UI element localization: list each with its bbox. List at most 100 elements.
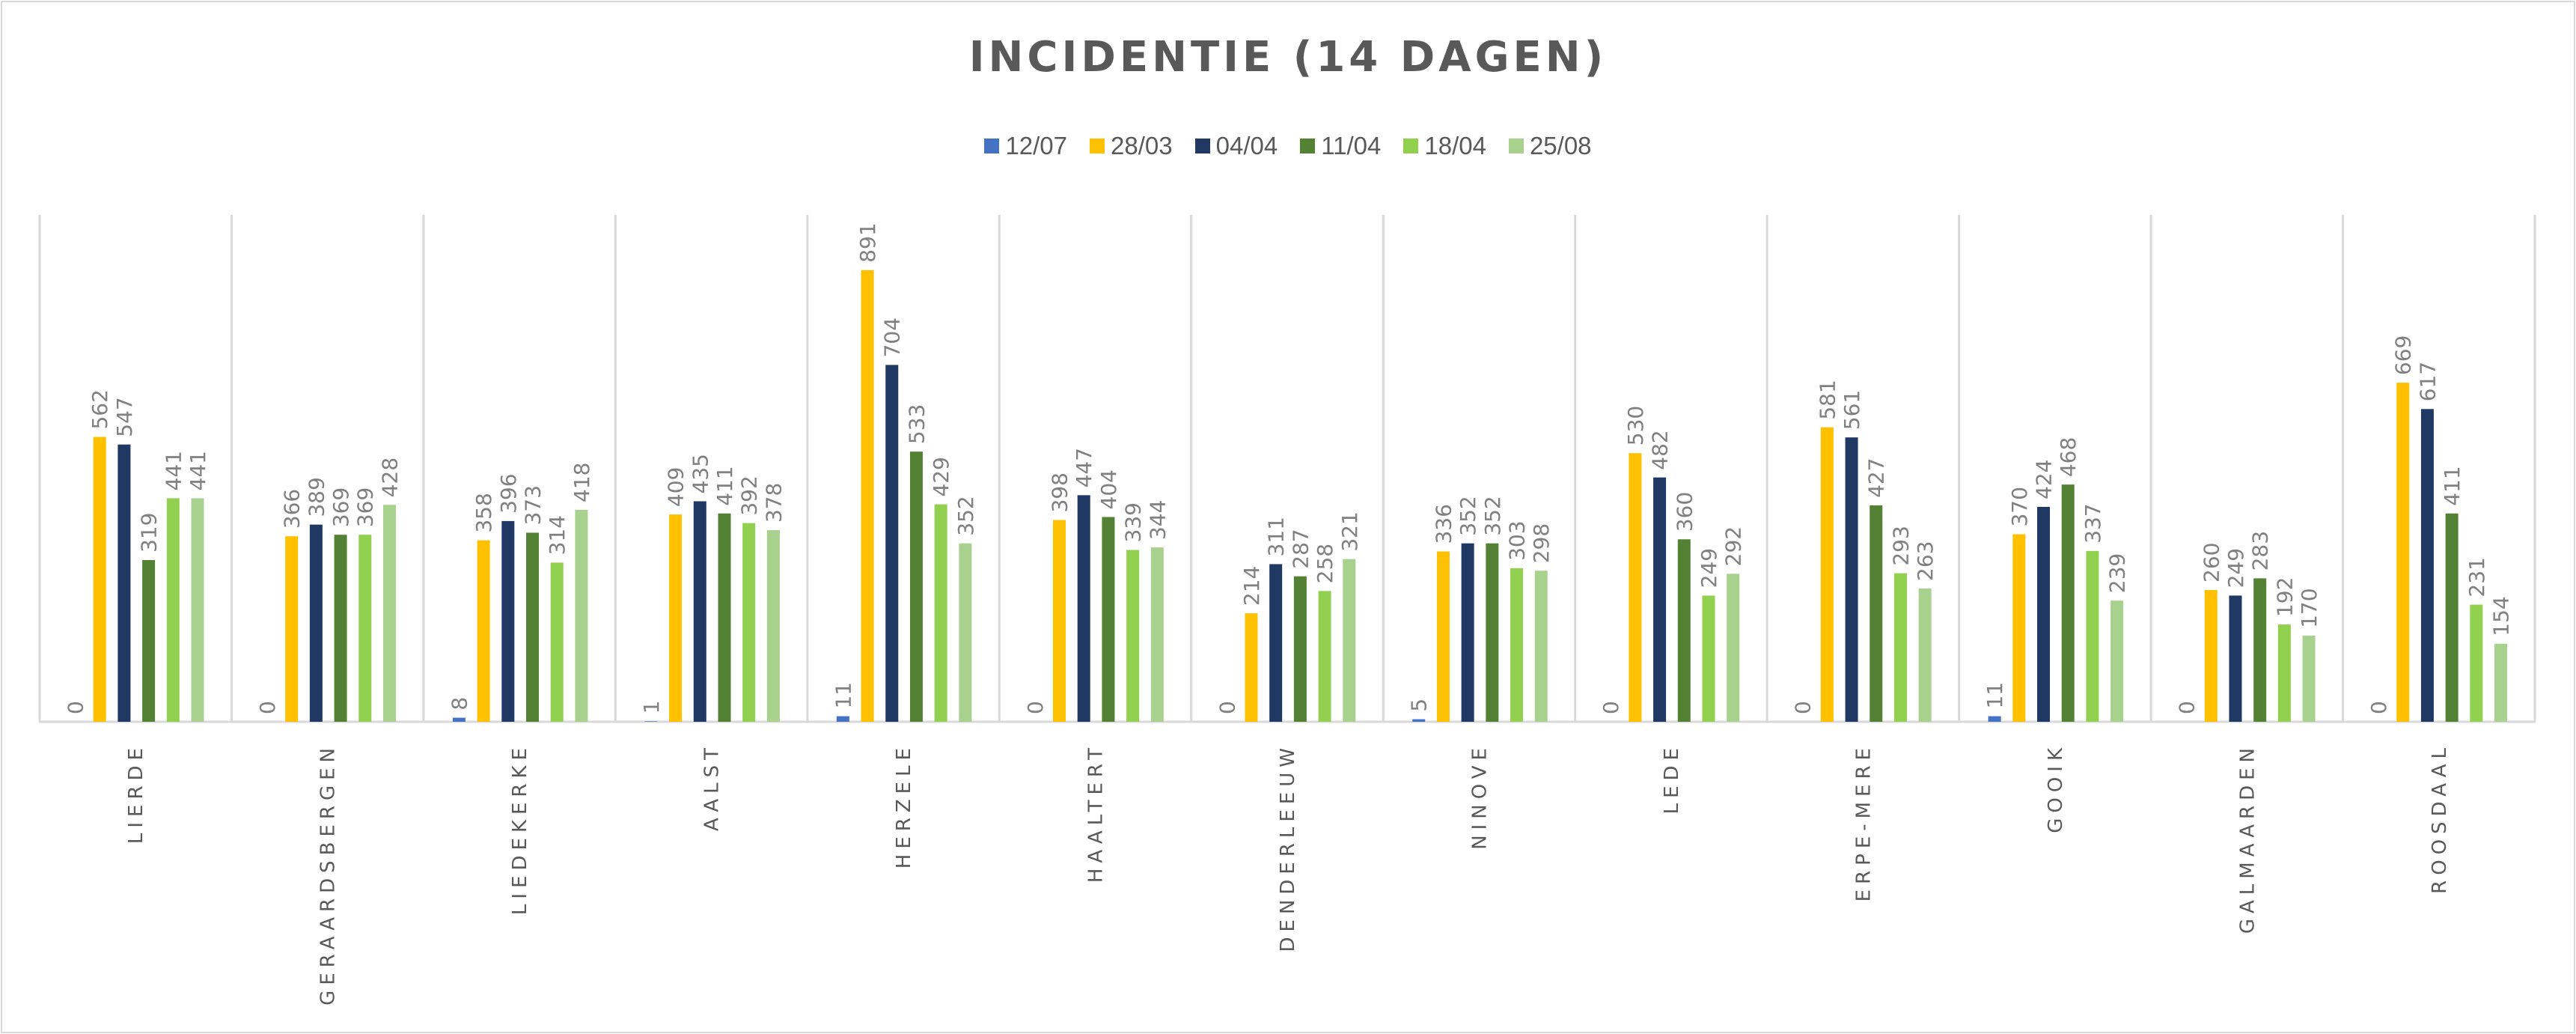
data-label-8-2: 482 <box>1648 430 1673 469</box>
data-label-6-3: 287 <box>1288 529 1313 568</box>
bar-4-0 <box>836 716 849 722</box>
bar-4-3 <box>909 451 923 722</box>
data-label-12-2: 617 <box>2415 362 2440 401</box>
data-label-9-3: 427 <box>1864 457 1889 497</box>
bar-0-4 <box>166 498 180 722</box>
data-label-11-5: 170 <box>2297 588 2322 627</box>
data-label-5-4: 339 <box>1121 502 1146 542</box>
bar-4-2 <box>885 365 899 722</box>
data-label-7-5: 298 <box>1529 523 1554 563</box>
data-label-11-0: 0 <box>2175 701 2200 714</box>
data-label-12-1: 669 <box>2391 335 2416 375</box>
bar-7-1 <box>1436 551 1450 722</box>
legend-swatch-1 <box>1090 139 1105 153</box>
data-label-9-1: 581 <box>1815 380 1840 419</box>
bar-1-1 <box>285 536 299 722</box>
bar-0-5 <box>191 498 204 722</box>
legend-label-2: 04/04 <box>1215 132 1278 159</box>
bar-1-5 <box>382 505 396 722</box>
data-label-0-5: 441 <box>186 451 210 490</box>
data-label-0-2: 547 <box>112 397 137 437</box>
data-label-7-3: 352 <box>1480 496 1505 535</box>
legend-label-1: 28/03 <box>1111 132 1173 159</box>
data-label-2-5: 418 <box>570 463 594 502</box>
data-label-6-2: 311 <box>1264 517 1289 556</box>
data-label-5-5: 344 <box>1145 500 1170 540</box>
data-label-4-4: 429 <box>929 457 953 496</box>
data-label-2-4: 314 <box>545 515 570 555</box>
data-label-6-0: 0 <box>1215 701 1239 714</box>
bar-11-1 <box>2204 589 2218 722</box>
chart-title: INCIDENTIE (14 DAGEN) <box>968 33 1608 82</box>
category-label-3: AALST <box>701 743 724 831</box>
bar-1-3 <box>334 535 347 722</box>
legend-swatch-4 <box>1403 139 1419 153</box>
bar-12-2 <box>2420 409 2434 722</box>
legend-item-2[interactable]: 04/04 <box>1194 132 1278 160</box>
legend-item-5[interactable]: 25/08 <box>1508 132 1592 160</box>
bar-6-3 <box>1293 576 1307 722</box>
data-label-9-0: 0 <box>1791 701 1816 714</box>
category-label-6: DENDERLEEUW <box>1277 743 1299 952</box>
category-label-4: HERZELE <box>893 743 915 869</box>
bar-8-2 <box>1653 477 1667 722</box>
bar-7-0 <box>1412 719 1426 722</box>
data-label-3-1: 409 <box>664 467 689 507</box>
data-label-6-1: 214 <box>1239 566 1264 606</box>
data-label-1-5: 428 <box>377 457 402 497</box>
data-label-10-4: 337 <box>2081 503 2105 543</box>
category-label-2: LIEDEKERKE <box>509 743 531 915</box>
data-label-2-2: 396 <box>496 473 521 513</box>
bar-9-1 <box>1820 427 1834 722</box>
bar-2-4 <box>550 562 564 722</box>
data-label-4-0: 11 <box>831 682 855 709</box>
data-label-9-4: 293 <box>1888 526 1913 565</box>
data-label-0-4: 441 <box>161 451 186 490</box>
data-label-7-2: 352 <box>1456 496 1480 535</box>
bar-4-4 <box>934 504 947 722</box>
bar-9-5 <box>1918 588 1932 722</box>
bar-6-2 <box>1269 564 1283 722</box>
bar-1-4 <box>358 535 372 722</box>
category-label-5: HAALTERT <box>1085 743 1108 883</box>
legend-item-3[interactable]: 11/04 <box>1300 132 1381 160</box>
data-label-3-3: 411 <box>712 466 737 505</box>
legend: 12/07 28/03 04/04 11/04 18/04 25/08 <box>0 132 2576 160</box>
data-label-7-1: 336 <box>1431 504 1456 544</box>
bar-5-2 <box>1077 495 1090 722</box>
bar-7-4 <box>1510 568 1524 722</box>
bar-5-5 <box>1150 547 1164 722</box>
legend-item-4[interactable]: 18/04 <box>1403 132 1486 160</box>
data-label-0-1: 562 <box>88 389 112 429</box>
legend-label-4: 18/04 <box>1424 132 1486 159</box>
data-label-3-0: 1 <box>639 700 664 714</box>
category-label-9: ERPE-MERE <box>1852 743 1875 901</box>
bar-11-2 <box>2229 595 2242 722</box>
bar-7-2 <box>1461 543 1474 722</box>
legend-item-0[interactable]: 12/07 <box>984 132 1067 160</box>
data-label-10-2: 424 <box>2032 459 2057 499</box>
data-label-2-3: 373 <box>521 485 546 525</box>
category-label-0: LIERDE <box>125 743 147 844</box>
bar-6-1 <box>1245 613 1258 722</box>
bar-3-4 <box>742 523 756 722</box>
bar-11-5 <box>2302 635 2316 722</box>
bar-0-2 <box>117 444 131 722</box>
data-label-12-4: 231 <box>2464 557 2489 597</box>
bar-12-1 <box>2396 383 2410 722</box>
bar-7-3 <box>1486 543 1499 722</box>
data-label-2-0: 8 <box>447 697 471 711</box>
data-label-3-4: 392 <box>737 475 762 515</box>
legend-label-3: 11/04 <box>1321 132 1382 159</box>
data-label-1-2: 389 <box>304 477 329 517</box>
bar-10-4 <box>2086 550 2099 722</box>
data-label-0-3: 319 <box>137 513 162 553</box>
data-label-8-5: 292 <box>1721 526 1746 566</box>
bar-10-3 <box>2061 484 2075 722</box>
legend-item-1[interactable]: 28/03 <box>1090 132 1173 160</box>
bar-10-0 <box>1988 716 2001 722</box>
category-label-11: GALMAARDEN <box>2236 743 2259 934</box>
data-label-4-2: 704 <box>880 317 905 357</box>
data-label-3-5: 378 <box>761 483 786 523</box>
bar-10-2 <box>2037 506 2051 722</box>
